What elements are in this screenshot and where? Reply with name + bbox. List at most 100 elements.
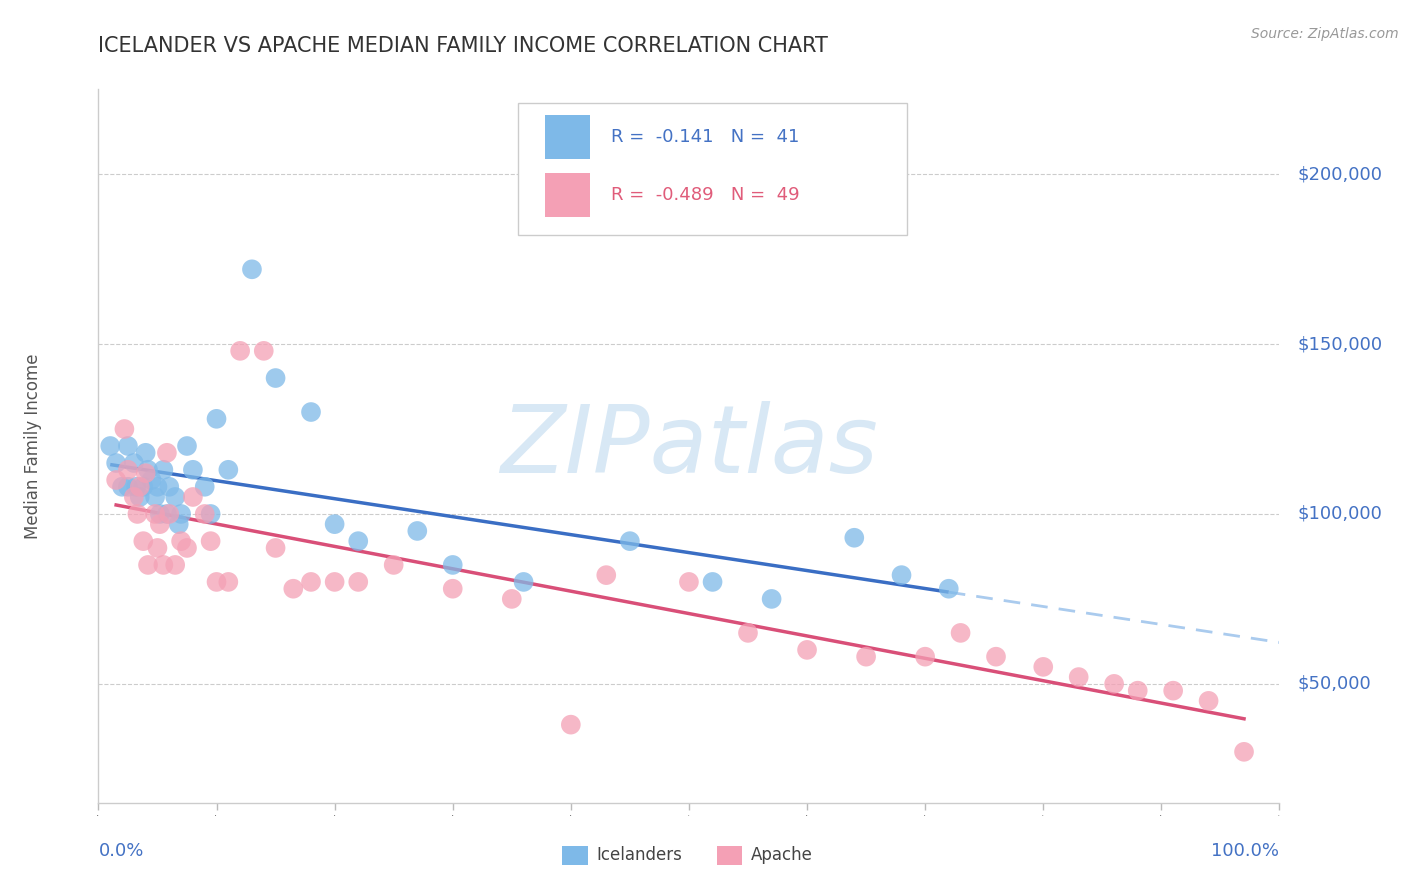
Point <box>157 480 180 494</box>
Text: Median Family Income: Median Family Income <box>24 353 42 539</box>
Text: $150,000: $150,000 <box>1298 335 1382 353</box>
Bar <box>546 173 589 217</box>
Point <box>323 574 346 589</box>
Point <box>149 517 172 532</box>
Text: Apache: Apache <box>751 847 813 864</box>
Point <box>323 517 346 532</box>
Point <box>938 582 960 596</box>
Point <box>1102 677 1125 691</box>
Point <box>984 649 1007 664</box>
Point <box>1198 694 1220 708</box>
Point <box>264 371 287 385</box>
Text: Icelanders: Icelanders <box>596 847 682 864</box>
Point <box>181 490 204 504</box>
Point <box>167 517 190 532</box>
Text: $100,000: $100,000 <box>1298 505 1382 523</box>
Point <box>165 490 187 504</box>
Point <box>111 480 134 494</box>
Point <box>1161 683 1184 698</box>
Point <box>200 534 222 549</box>
Point <box>181 463 204 477</box>
Point <box>205 574 228 589</box>
Point <box>253 343 276 358</box>
Point <box>165 558 187 572</box>
Point <box>146 480 169 494</box>
FancyBboxPatch shape <box>517 103 907 235</box>
Point <box>132 480 155 494</box>
Point <box>117 463 139 477</box>
Point <box>132 534 155 549</box>
Point <box>152 463 174 477</box>
Point <box>176 541 198 555</box>
Point <box>240 262 263 277</box>
Text: ZIPatlas: ZIPatlas <box>501 401 877 491</box>
Point <box>122 490 145 504</box>
Point <box>156 446 179 460</box>
Point <box>105 456 128 470</box>
Point <box>299 405 322 419</box>
Point <box>149 507 172 521</box>
Point <box>761 591 783 606</box>
Point <box>200 507 222 521</box>
Point <box>176 439 198 453</box>
Text: Source: ZipAtlas.com: Source: ZipAtlas.com <box>1251 27 1399 41</box>
Point <box>217 574 239 589</box>
Point <box>796 643 818 657</box>
Point <box>125 480 148 494</box>
Point <box>170 534 193 549</box>
Text: $50,000: $50,000 <box>1298 675 1371 693</box>
Point <box>1032 660 1054 674</box>
Text: 0.0%: 0.0% <box>98 842 143 860</box>
Point <box>347 574 370 589</box>
Point <box>217 463 239 477</box>
Point <box>264 541 287 555</box>
Point <box>1126 683 1149 698</box>
Point <box>141 473 163 487</box>
Text: R =  -0.489   N =  49: R = -0.489 N = 49 <box>612 186 800 203</box>
Point <box>855 649 877 664</box>
Point <box>194 480 217 494</box>
Text: 100.0%: 100.0% <box>1212 842 1279 860</box>
Point <box>347 534 370 549</box>
Point <box>128 490 150 504</box>
Point <box>229 343 252 358</box>
Point <box>117 439 139 453</box>
Text: R =  -0.141   N =  41: R = -0.141 N = 41 <box>612 128 800 146</box>
Point <box>678 574 700 589</box>
Bar <box>546 115 589 160</box>
Point <box>105 473 128 487</box>
Point <box>112 422 135 436</box>
Point <box>122 456 145 470</box>
Point <box>157 507 180 521</box>
Point <box>98 439 121 453</box>
Point <box>949 626 972 640</box>
Point <box>143 490 166 504</box>
Point <box>152 558 174 572</box>
Point <box>117 480 139 494</box>
Point <box>619 534 641 549</box>
Point <box>560 717 582 731</box>
Point <box>136 558 159 572</box>
Point <box>512 574 534 589</box>
Point <box>702 574 724 589</box>
Point <box>135 446 157 460</box>
Text: $200,000: $200,000 <box>1298 165 1382 183</box>
Point <box>205 412 228 426</box>
Point <box>136 463 159 477</box>
Point <box>146 541 169 555</box>
Point <box>844 531 866 545</box>
Point <box>441 582 464 596</box>
Point <box>299 574 322 589</box>
Point <box>143 507 166 521</box>
Point <box>127 507 149 521</box>
Point <box>890 568 912 582</box>
Point <box>914 649 936 664</box>
Point <box>737 626 759 640</box>
Point <box>406 524 429 538</box>
Point <box>382 558 405 572</box>
Point <box>170 507 193 521</box>
Point <box>283 582 305 596</box>
Point <box>441 558 464 572</box>
Point <box>156 507 179 521</box>
Point <box>135 466 157 480</box>
